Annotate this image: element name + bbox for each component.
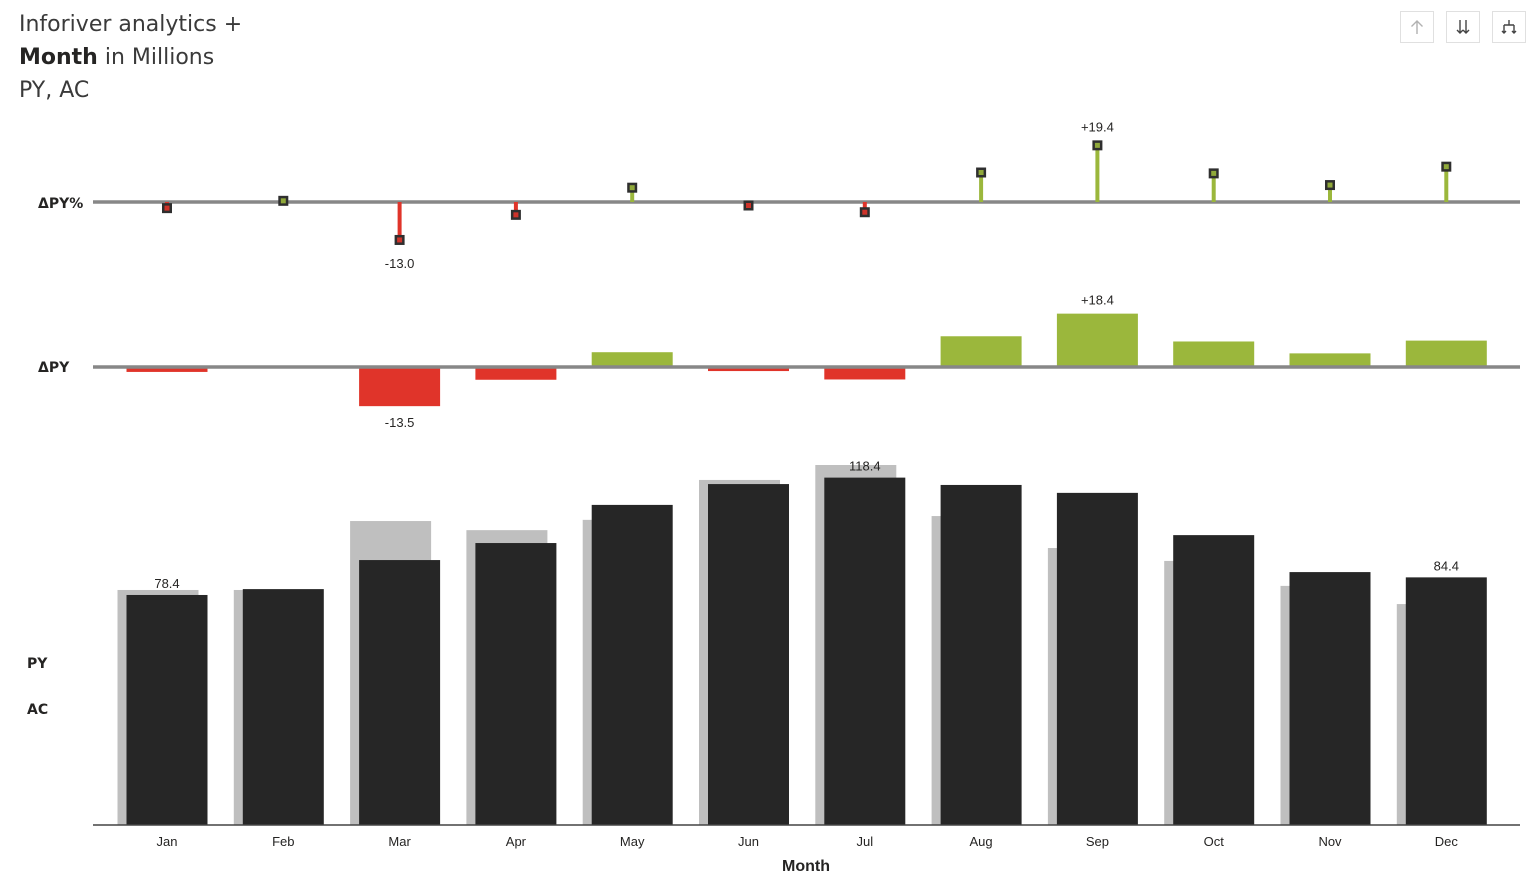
expand-hierarchy-button[interactable]	[1492, 11, 1526, 43]
ac-bar[interactable]	[591, 504, 673, 825]
dpy-bar[interactable]	[1056, 313, 1138, 367]
drill-up-button[interactable]	[1400, 11, 1434, 43]
title-line-3-measures: PY, AC	[19, 78, 90, 103]
ac-bar[interactable]	[126, 594, 208, 825]
dpy-percent-marker-core	[1443, 164, 1449, 170]
legend-py: PY	[27, 656, 48, 672]
double-arrow-down-icon	[1456, 20, 1470, 34]
x-axis-title: Month	[782, 858, 830, 875]
ac-bar[interactable]	[1405, 577, 1487, 825]
drill-toolbar	[1400, 11, 1526, 43]
legend-ac: AC	[27, 702, 49, 718]
dpy-bar[interactable]	[1173, 341, 1255, 367]
dpy-bar[interactable]	[1405, 340, 1487, 367]
ac-bar[interactable]	[708, 484, 789, 825]
x-axis-tick-label: Feb	[272, 834, 294, 849]
x-axis-tick-label: Oct	[1204, 834, 1225, 849]
dpy-percent-marker-core	[1094, 142, 1100, 148]
dpy-percent-marker-core	[513, 212, 519, 218]
ac-data-label: 118.4	[849, 459, 881, 474]
title-line-2: Month in Millions	[19, 41, 242, 74]
dpy-bar[interactable]	[359, 367, 441, 407]
ac-bar[interactable]	[1056, 492, 1138, 825]
title-unit: in Millions	[97, 45, 215, 70]
ac-bar[interactable]	[1173, 535, 1255, 825]
dpy-bar[interactable]	[475, 367, 557, 380]
ac-data-label: 84.4	[1434, 558, 1459, 573]
x-axis-tick-label: Sep	[1086, 834, 1109, 849]
dpy-percent-data-label: +19.4	[1081, 119, 1114, 134]
x-axis-tick-label: Dec	[1435, 834, 1459, 849]
x-axis-tick-label: Jan	[157, 834, 178, 849]
dpy-percent-marker-core	[164, 205, 170, 211]
ac-bar[interactable]	[940, 484, 1022, 825]
ac-bar[interactable]	[242, 589, 324, 825]
dpy-percent-marker-core	[629, 185, 635, 191]
title-line-1: Inforiver analytics +	[19, 12, 243, 37]
dpy-percent-marker-core	[746, 203, 751, 209]
dpy-bar[interactable]	[824, 367, 906, 380]
dpy-bar[interactable]	[940, 336, 1022, 367]
fork-down-icon	[1501, 20, 1517, 34]
x-axis-tick-label: Jul	[856, 834, 873, 849]
x-axis-tick-label: Jun	[738, 834, 759, 849]
ac-data-label: 78.4	[154, 576, 179, 591]
x-axis-tick-label: Aug	[970, 834, 993, 849]
x-axis-tick-label: Mar	[388, 834, 411, 849]
dpy-percent-marker-core	[1327, 182, 1333, 188]
dpy-percent-marker-core	[397, 237, 403, 243]
x-axis-tick-label: Nov	[1318, 834, 1342, 849]
dpy-bar[interactable]	[708, 367, 789, 372]
arrow-up-icon	[1411, 20, 1423, 34]
row-label-dpy-percent: ΔPY%	[38, 196, 84, 212]
ac-bar[interactable]	[359, 560, 441, 825]
dpy-bar[interactable]	[591, 352, 673, 367]
dpy-data-label: +18.4	[1081, 293, 1114, 308]
dpy-percent-marker-core	[978, 170, 984, 176]
dpy-data-label: -13.5	[385, 415, 415, 430]
dpy-percent-marker-core	[1211, 170, 1217, 176]
dpy-percent-marker-core	[280, 198, 286, 204]
dpy-percent-marker-core	[862, 209, 868, 215]
ac-bar[interactable]	[824, 477, 906, 825]
dpy-bar[interactable]	[126, 367, 208, 372]
dpy-bar[interactable]	[1289, 353, 1371, 367]
ac-bar[interactable]	[475, 543, 557, 825]
x-axis-tick-label: May	[620, 834, 645, 849]
row-label-dpy: ΔPY	[38, 360, 70, 376]
chart-title-block: Inforiver analytics + Month in Millions …	[19, 8, 242, 107]
title-dimension: Month	[19, 45, 98, 70]
dpy-percent-data-label: -13.0	[385, 256, 415, 271]
drill-down-all-button[interactable]	[1446, 11, 1480, 43]
x-axis-tick-label: Apr	[506, 834, 527, 849]
ac-bar[interactable]	[1289, 572, 1371, 825]
